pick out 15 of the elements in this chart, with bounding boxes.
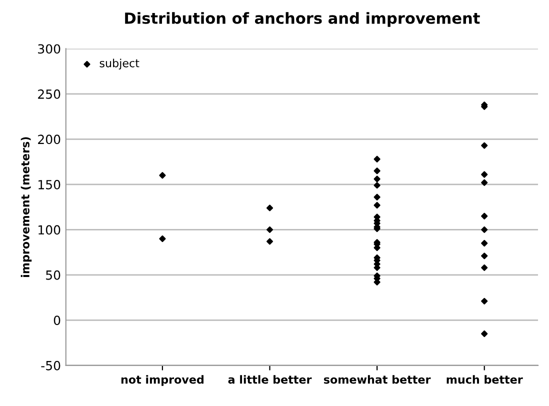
y-tick-label: 0 bbox=[54, 316, 60, 326]
x-tick-label: somewhat better bbox=[324, 375, 431, 384]
x-tick-label: not improved bbox=[121, 375, 204, 386]
y-tick-label: -50 bbox=[41, 360, 60, 370]
y-tick-label: 250 bbox=[38, 89, 60, 99]
y-tick-label: 50 bbox=[46, 270, 60, 280]
x-tick-label: a little better bbox=[228, 375, 312, 384]
y-tick-label: 100 bbox=[38, 225, 60, 235]
y-tick-label: 200 bbox=[38, 134, 60, 144]
y-tick-label: 300 bbox=[38, 44, 60, 54]
chart-title: Distribution of anchors and improvement bbox=[125, 12, 480, 27]
y-axis-title: improvement (meters) bbox=[20, 137, 32, 277]
y-tick-label: 150 bbox=[38, 180, 60, 190]
x-tick-label: much better bbox=[446, 375, 523, 384]
legend-label: subject bbox=[100, 58, 140, 70]
